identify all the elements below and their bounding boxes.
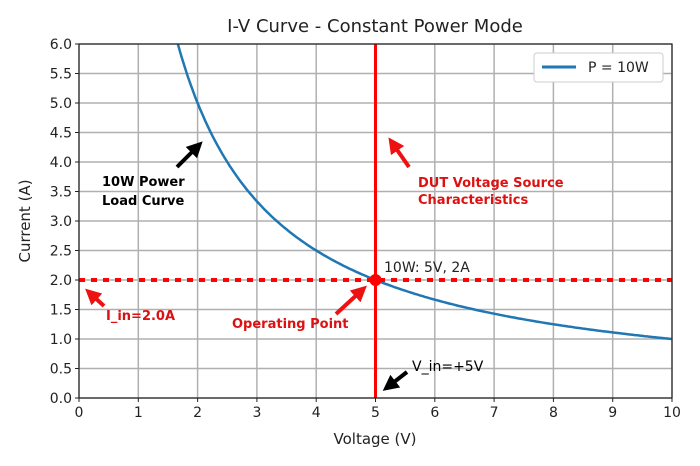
- input-voltage-annotation: V_in=+5V: [412, 359, 484, 375]
- y-tick-label: 3.0: [50, 214, 72, 230]
- input-current-annotation: I_in=2.0A: [106, 309, 175, 324]
- x-tick-label: 8: [549, 405, 558, 421]
- operating-point-arrow: [334, 285, 367, 316]
- y-tick-label: 6.0: [50, 37, 72, 53]
- x-tick-label: 0: [75, 405, 84, 421]
- chart-title: I-V Curve - Constant Power Mode: [227, 16, 523, 37]
- input-current-arrow: [85, 288, 106, 308]
- x-tick-label: 6: [430, 405, 439, 421]
- series-p-10w-line: [176, 43, 673, 341]
- load-curve-annotation: 10W Power Load Curve: [102, 175, 185, 209]
- x-tick-label: 10: [663, 405, 681, 421]
- y-tick-label: 3.5: [50, 185, 72, 201]
- y-tick-label: 1.5: [50, 303, 72, 319]
- y-tick-label: 2.5: [50, 244, 72, 260]
- x-tick-label: 4: [312, 405, 321, 421]
- plot-frame: [78, 43, 673, 399]
- y-tick-label: 1.0: [50, 332, 72, 348]
- x-tick-label: 3: [252, 405, 261, 421]
- x-tick-label: 5: [371, 405, 380, 421]
- dut-voltage-annotation: DUT Voltage Source Characteristics: [418, 176, 564, 208]
- legend-label: P = 10W: [588, 60, 649, 76]
- y-tick-label: 5.5: [50, 67, 72, 83]
- y-tick-label: 5.0: [50, 96, 72, 112]
- y-tick-label: 0.0: [50, 391, 72, 407]
- operating-point-annotation: Operating Point: [232, 317, 349, 332]
- legend: P = 10W: [533, 52, 664, 83]
- y-tick-label: 2.0: [50, 273, 72, 289]
- load-curve-arrow: [175, 141, 203, 169]
- operating-point-marker: [369, 274, 382, 286]
- x-tick-label: 1: [134, 405, 143, 421]
- x-tick-label: 7: [490, 405, 499, 421]
- operating-point-label: 10W: 5V, 2A: [384, 260, 470, 276]
- x-tick-label: 9: [608, 405, 617, 421]
- y-tick-label: 0.5: [50, 362, 72, 378]
- dut-voltage-arrow: [388, 137, 411, 169]
- x-tick-label: 2: [193, 405, 202, 421]
- y-tick-label: 4.5: [50, 126, 72, 142]
- y-tick-label: 4.0: [50, 155, 72, 171]
- y-axis-label: Current (A): [16, 179, 34, 262]
- x-axis-label: Voltage (V): [334, 430, 417, 448]
- input-voltage-arrow: [382, 370, 409, 391]
